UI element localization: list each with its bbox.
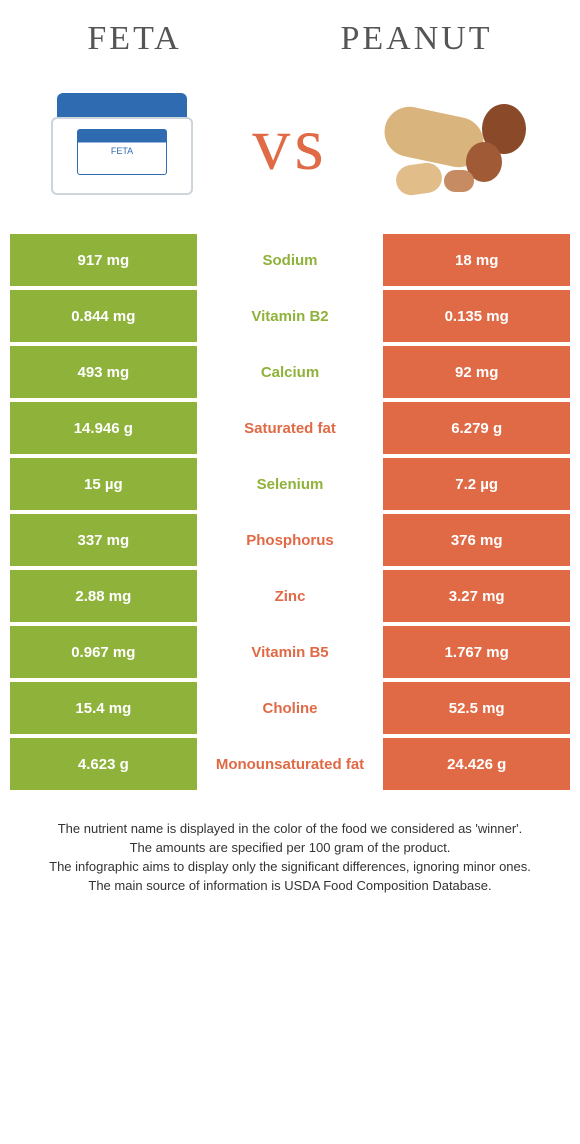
nutrient-row: 493 mgCalcium92 mg (10, 346, 570, 398)
nutrient-row: 0.844 mgVitamin B20.135 mg (10, 290, 570, 342)
hero-row: FETA vs (8, 68, 572, 234)
food-b-image (368, 74, 548, 214)
food-a-value: 337 mg (10, 514, 197, 566)
food-b-title: Peanut (340, 20, 492, 58)
food-b-value: 3.27 mg (383, 570, 570, 622)
nutrient-label: Phosphorus (197, 514, 384, 566)
nutrient-label: Zinc (197, 570, 384, 622)
footnote-line: The infographic aims to display only the… (26, 858, 554, 877)
footnote-line: The amounts are specified per 100 gram o… (26, 839, 554, 858)
titles-row: Feta Peanut (8, 20, 572, 58)
vs-label: vs (252, 101, 328, 188)
nutrient-label: Monounsaturated fat (197, 738, 384, 790)
food-a-value: 14.946 g (10, 402, 197, 454)
nutrient-row: 15 µgSelenium7.2 µg (10, 458, 570, 510)
nutrient-row: 4.623 gMonounsaturated fat24.426 g (10, 738, 570, 790)
food-b-value: 92 mg (383, 346, 570, 398)
nutrient-row: 0.967 mgVitamin B51.767 mg (10, 626, 570, 678)
nutrient-row: 14.946 gSaturated fat6.279 g (10, 402, 570, 454)
feta-icon: FETA (47, 89, 197, 199)
food-b-value: 7.2 µg (383, 458, 570, 510)
footnote-line: The nutrient name is displayed in the co… (26, 820, 554, 839)
food-b-value: 24.426 g (383, 738, 570, 790)
food-a-title: Feta (87, 20, 181, 58)
peanut-icon (378, 84, 538, 204)
food-a-value: 15.4 mg (10, 682, 197, 734)
nutrient-row: 15.4 mgCholine52.5 mg (10, 682, 570, 734)
food-a-value: 0.844 mg (10, 290, 197, 342)
nutrient-label: Choline (197, 682, 384, 734)
nutrient-row: 917 mgSodium18 mg (10, 234, 570, 286)
food-b-value: 52.5 mg (383, 682, 570, 734)
food-a-value: 4.623 g (10, 738, 197, 790)
infographic-container: Feta Peanut FETA vs 917 mgSodium18 mg0.8… (0, 0, 580, 923)
nutrient-label: Vitamin B2 (197, 290, 384, 342)
food-b-value: 18 mg (383, 234, 570, 286)
nutrient-label: Vitamin B5 (197, 626, 384, 678)
food-a-value: 2.88 mg (10, 570, 197, 622)
footnotes: The nutrient name is displayed in the co… (8, 794, 572, 895)
nutrient-table: 917 mgSodium18 mg0.844 mgVitamin B20.135… (10, 234, 570, 790)
food-b-value: 0.135 mg (383, 290, 570, 342)
food-a-value: 15 µg (10, 458, 197, 510)
food-a-value: 917 mg (10, 234, 197, 286)
nutrient-row: 337 mgPhosphorus376 mg (10, 514, 570, 566)
nutrient-label: Saturated fat (197, 402, 384, 454)
nutrient-label: Sodium (197, 234, 384, 286)
nutrient-row: 2.88 mgZinc3.27 mg (10, 570, 570, 622)
footnote-line: The main source of information is USDA F… (26, 877, 554, 896)
food-a-value: 493 mg (10, 346, 197, 398)
nutrient-label: Selenium (197, 458, 384, 510)
food-b-value: 1.767 mg (383, 626, 570, 678)
food-a-value: 0.967 mg (10, 626, 197, 678)
food-b-value: 376 mg (383, 514, 570, 566)
nutrient-label: Calcium (197, 346, 384, 398)
food-a-image: FETA (32, 74, 212, 214)
food-b-value: 6.279 g (383, 402, 570, 454)
